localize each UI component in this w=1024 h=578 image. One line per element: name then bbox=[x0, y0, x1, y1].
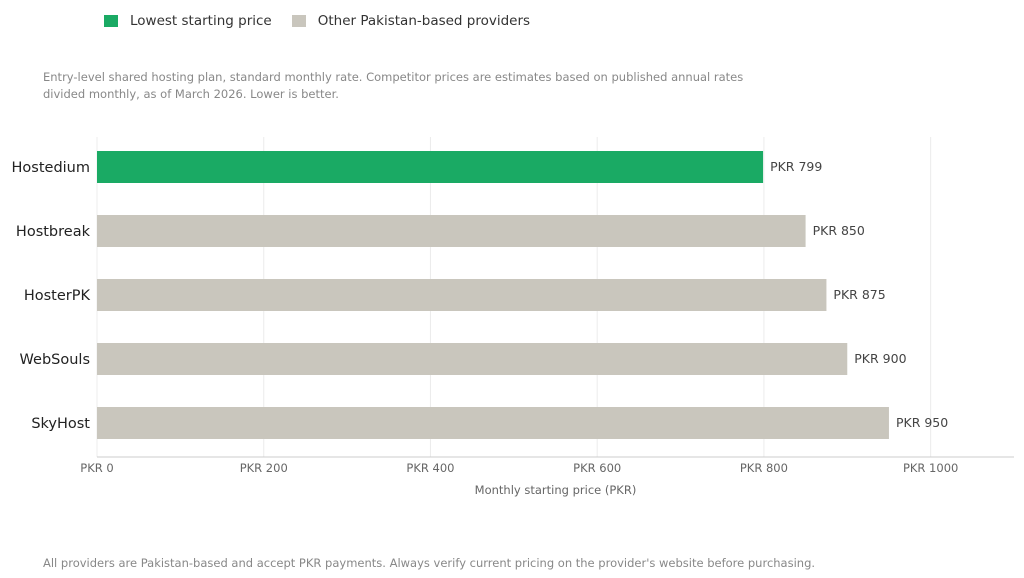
chart-subtitle: Entry-level shared hosting plan, standar… bbox=[43, 70, 744, 101]
legend-swatch bbox=[104, 15, 118, 27]
x-tick-label: PKR 600 bbox=[573, 461, 621, 475]
chart-footnote: All providers are Pakistan-based and acc… bbox=[43, 556, 816, 570]
legend: Lowest starting price Other Pakistan-bas… bbox=[104, 13, 550, 29]
y-tick-label: Hostbreak bbox=[16, 224, 91, 240]
data-label: PKR 850 bbox=[813, 223, 865, 238]
x-tick-label: PKR 800 bbox=[740, 461, 788, 475]
bar-hosterpk bbox=[97, 279, 827, 311]
x-tick-label: PKR 0 bbox=[80, 461, 113, 475]
x-tick-label: PKR 1000 bbox=[903, 461, 958, 475]
bar-hostedium bbox=[97, 151, 764, 183]
legend-label: Other Pakistan-based providers bbox=[317, 13, 531, 29]
y-tick-label: HosterPK bbox=[24, 288, 91, 304]
bar-hostbreak bbox=[97, 215, 806, 247]
legend-label: Lowest starting price bbox=[130, 13, 272, 29]
x-tick-label: PKR 400 bbox=[406, 461, 454, 475]
legend-item-lowest: Lowest starting price bbox=[104, 13, 272, 29]
data-label: PKR 799 bbox=[770, 159, 822, 174]
y-tick-label: Hostedium bbox=[12, 160, 90, 176]
x-tick-label: PKR 200 bbox=[240, 461, 288, 475]
data-label: PKR 950 bbox=[896, 415, 948, 430]
legend-item-other: Other Pakistan-based providers bbox=[291, 13, 531, 29]
bar-websouls bbox=[97, 343, 848, 375]
data-label: PKR 875 bbox=[833, 287, 885, 302]
data-label: PKR 900 bbox=[854, 351, 906, 366]
legend-swatch bbox=[291, 15, 306, 27]
bar-skyhost bbox=[97, 407, 889, 439]
x-axis-title: Monthly starting price (PKR) bbox=[475, 483, 637, 497]
y-tick-label: WebSouls bbox=[20, 352, 90, 368]
y-tick-label: SkyHost bbox=[31, 416, 90, 432]
